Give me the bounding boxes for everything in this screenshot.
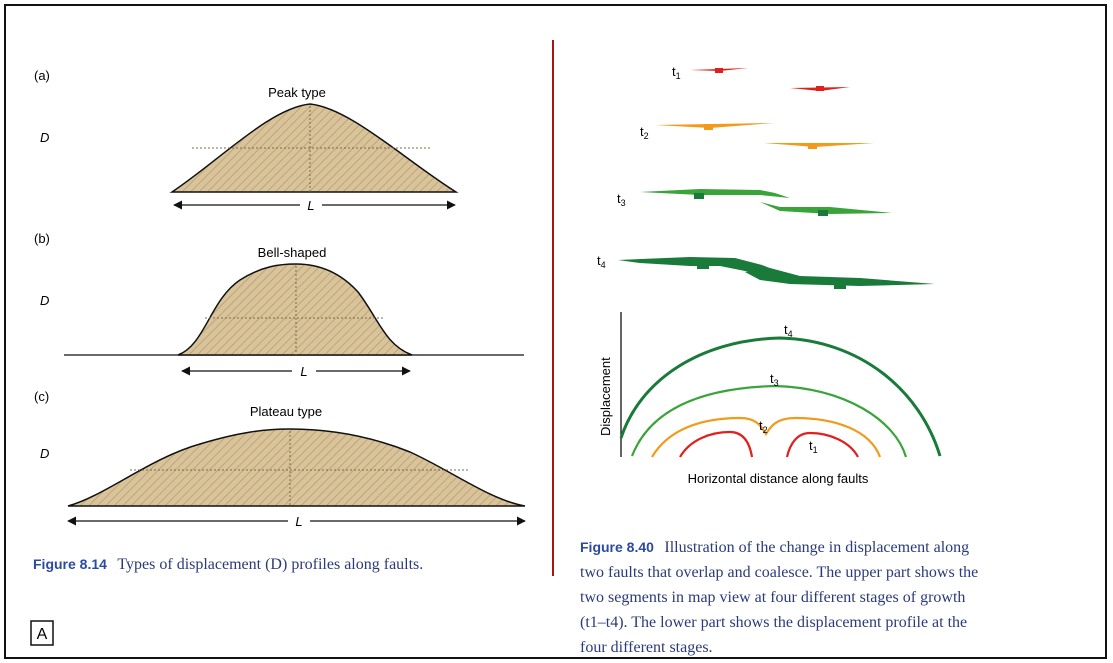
profile-curve-t2 <box>651 416 882 458</box>
t2-fault-segment-left <box>655 123 774 128</box>
figure-8-40-line-3: two segments in map view at four differe… <box>580 589 965 606</box>
figure-8-40-line-1: Figure 8.40 Illustration of the change i… <box>580 539 969 556</box>
figure-8-40-line-4: (t1–t4). The lower part shows the displa… <box>580 614 967 631</box>
t4-fault-segment-right <box>745 268 935 286</box>
bell-profile-shape <box>177 263 413 356</box>
panel-c-label: (c) <box>34 389 49 404</box>
figure-frame <box>4 4 1107 659</box>
profile-x-axis-label: Horizontal distance along faults <box>688 471 869 486</box>
plateau-length-label: L <box>295 514 302 529</box>
profile-curve-t3-label: t3 <box>770 371 779 388</box>
panel-a-d-label: D <box>40 130 49 145</box>
corner-label: A <box>37 626 48 643</box>
profile-curve-t1-label: t1 <box>809 438 818 455</box>
figure-8-40-line-5: four different stages. <box>580 639 713 656</box>
corner-label-box <box>30 620 54 646</box>
figure-8-14-text: Types of displacement (D) profiles along… <box>117 556 423 573</box>
panel-c-title: Plateau type <box>250 404 322 419</box>
panel-b-label: (b) <box>34 231 50 246</box>
panel-a-label: (a) <box>34 68 50 83</box>
panel-c: (c) Plateau type D L <box>34 389 526 529</box>
plateau-profile-shape <box>67 428 526 507</box>
t3-fault-segment-left <box>640 189 790 198</box>
panel-c-d-label: D <box>40 446 49 461</box>
t2-fault-marker-right <box>808 143 817 149</box>
map-stage-t3-label: t3 <box>617 191 626 208</box>
map-stage-t4-label: t4 <box>597 253 606 270</box>
t4-fault-segment-left <box>618 257 790 278</box>
t2-fault-segment-right <box>764 143 874 147</box>
profile-y-axis-label: Displacement <box>598 357 613 436</box>
t4-fault-marker-right <box>834 282 846 289</box>
profile-curve-t2-label: t2 <box>759 418 768 435</box>
displacement-profile-plot: Displacement Horizontal distance along f… <box>598 312 942 486</box>
bell-length-label: L <box>300 364 307 379</box>
t4-fault-marker-left <box>697 262 709 269</box>
figure-8-40-line-2: two faults that overlap and coalesce. Th… <box>580 564 978 581</box>
profile-curve-t4 <box>619 336 942 457</box>
profile-curve-t1-left <box>679 430 754 458</box>
profile-curve-t3 <box>630 384 908 458</box>
figure-8-14-caption: Figure 8.14 Types of displacement (D) pr… <box>33 556 423 573</box>
panel-a: (a) Peak type D L <box>34 68 459 213</box>
map-stage-t1-label: t1 <box>672 64 681 81</box>
figure-8-40-caption: Figure 8.40 Illustration of the change i… <box>580 539 978 656</box>
t3-fault-segment-right <box>760 202 892 214</box>
panel-b-d-label: D <box>40 293 49 308</box>
map-stage-t2-label: t2 <box>640 124 649 141</box>
t1-fault-marker-left <box>715 68 723 73</box>
map-view-stages: t1 t2 t3 t4 <box>597 64 935 289</box>
figure-8-40-number: Figure 8.40 <box>580 539 654 555</box>
figure-8-14-number: Figure 8.14 <box>33 556 107 572</box>
t2-fault-marker-left <box>704 124 713 130</box>
t1-fault-marker-right <box>816 86 824 91</box>
panel-a-title: Peak type <box>268 85 326 100</box>
profile-curve-t4-label: t4 <box>784 322 793 339</box>
panel-b-title: Bell-shaped <box>258 245 327 260</box>
t3-fault-marker-right <box>818 210 828 216</box>
peak-length-label: L <box>307 198 314 213</box>
profile-curve-t1-right <box>785 431 859 458</box>
panel-b: (b) Bell-shaped D L <box>34 231 524 379</box>
t3-fault-marker-left <box>694 193 704 199</box>
